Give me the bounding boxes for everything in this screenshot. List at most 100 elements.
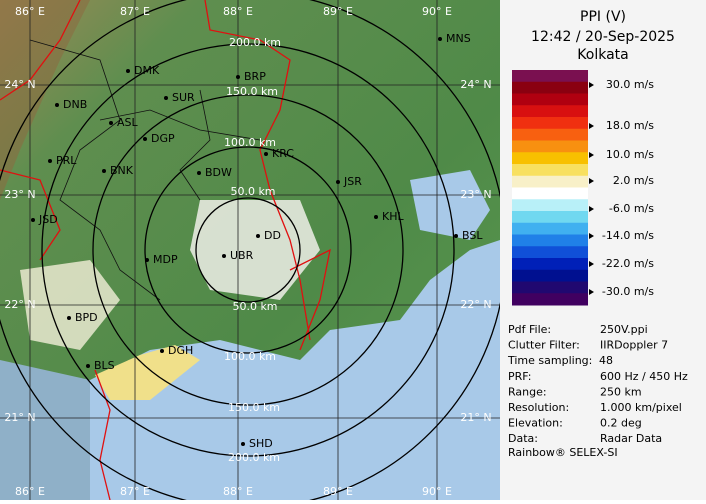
lat-label: 21° N <box>4 411 35 424</box>
lon-label: 89° E <box>323 485 353 498</box>
city-label: JSD <box>38 213 58 226</box>
datetime: 12:42 / 20-Sep-2025 <box>531 29 675 45</box>
color-band <box>512 258 588 271</box>
lon-label: 90° E <box>422 5 452 18</box>
lon-label: 88° E <box>223 5 253 18</box>
echo-near <box>190 200 320 300</box>
info-value: 0.2 deg <box>600 417 642 430</box>
lat-label: 23° N <box>4 188 35 201</box>
scale-label: 2.0 m/s <box>613 174 654 187</box>
lon-label: 87° E <box>120 485 150 498</box>
info-value: 250V.ppi <box>600 323 648 336</box>
city-dot <box>67 316 71 320</box>
info-value: 600 Hz / 450 Hz <box>600 370 688 383</box>
city-label: DGH <box>168 344 193 357</box>
ring-label: 150.0 km <box>228 401 280 414</box>
city-dot <box>197 171 201 175</box>
color-band <box>512 152 588 165</box>
city-dot <box>48 159 52 163</box>
city-label: DNB <box>63 98 87 111</box>
color-band <box>512 222 588 235</box>
ring <box>144 146 352 354</box>
location: Kolkata <box>577 47 628 63</box>
color-bar <box>512 70 588 306</box>
city-label: ASL <box>117 116 139 129</box>
scale-label: -22.0 m/s <box>602 257 654 270</box>
city-dot <box>55 103 59 107</box>
lon-label: 90° E <box>422 485 452 498</box>
info-value: 1.000 km/pixel <box>600 401 682 414</box>
side-panel: PPI (V) 12:42 / 20-Sep-2025 Kolkata 30.0… <box>500 0 706 500</box>
lon-label: 86° E <box>15 485 45 498</box>
info-key: Pdf File: <box>508 323 551 336</box>
city-dot <box>160 349 164 353</box>
lat-label: 24° N <box>460 78 491 91</box>
city-label: DD <box>264 229 281 242</box>
info-key: PRF: <box>508 370 531 383</box>
city-label: BSL <box>462 229 483 242</box>
city-label: BDW <box>205 166 232 179</box>
ring-label: 100.0 km <box>224 136 276 149</box>
color-band <box>512 117 588 130</box>
lon-label: 88° E <box>223 485 253 498</box>
color-band <box>512 293 588 306</box>
lat-label: 21° N <box>460 411 491 424</box>
ring <box>195 197 301 303</box>
info-value: 250 km <box>600 385 642 398</box>
city-label: SUR <box>172 91 195 104</box>
city-dot <box>109 121 113 125</box>
scale-label: -6.0 m/s <box>609 202 654 215</box>
ring-label: 100.0 km <box>224 350 276 363</box>
sea-west <box>0 360 90 500</box>
city-label: UBR <box>230 249 254 262</box>
scale-label: -30.0 m/s <box>602 285 654 298</box>
lat-label: 23° N <box>460 188 491 201</box>
ring <box>41 43 455 457</box>
info-key: Resolution: <box>508 401 569 414</box>
color-band <box>512 269 588 282</box>
color-band <box>512 164 588 177</box>
map: 50.0 km 100.0 km 150.0 km 200.0 km 50.0 … <box>0 0 507 504</box>
color-band <box>512 105 588 118</box>
info-key: Clutter Filter: <box>508 339 580 352</box>
color-band <box>512 175 588 188</box>
title: PPI (V) <box>580 9 626 25</box>
city-dot <box>241 442 245 446</box>
city-dot <box>143 137 147 141</box>
scale-tick <box>589 261 594 267</box>
district-lines <box>29 39 261 301</box>
city-dot <box>126 69 130 73</box>
city-dot <box>264 152 268 156</box>
info-key: Time sampling: <box>507 354 592 367</box>
city-label: MDP <box>153 253 178 266</box>
city-dot <box>236 75 240 79</box>
lon-label: 87° E <box>120 5 150 18</box>
city-dot <box>374 215 378 219</box>
scale-tick <box>589 206 594 212</box>
grid-lines <box>0 0 500 500</box>
lat-label: 24° N <box>4 78 35 91</box>
color-band <box>512 281 588 294</box>
lon-label: 89° E <box>323 5 353 18</box>
color-band <box>512 187 588 200</box>
city-dot <box>438 37 442 41</box>
scale-tick <box>589 178 594 184</box>
color-band <box>512 211 588 224</box>
scale-tick <box>589 123 594 129</box>
ring-labels: 50.0 km 100.0 km 150.0 km 200.0 km 50.0 … <box>224 36 281 464</box>
city-label: PRL <box>56 154 77 167</box>
city-label: MNS <box>446 32 471 45</box>
city-label: JSR <box>343 175 362 188</box>
scale-label: 30.0 m/s <box>606 78 654 91</box>
ring-label: 50.0 km <box>230 185 275 198</box>
coordinate-labels: 86° E 87° E 88° E 89° E 90° E 86° E 87° … <box>4 5 491 498</box>
lat-label: 22° N <box>460 298 491 311</box>
color-band <box>512 199 588 212</box>
info-key: Elevation: <box>508 417 563 430</box>
scale-tick <box>589 233 594 239</box>
color-band <box>512 128 588 141</box>
lon-label: 86° E <box>15 5 45 18</box>
color-band <box>512 234 588 247</box>
sea <box>90 240 500 500</box>
